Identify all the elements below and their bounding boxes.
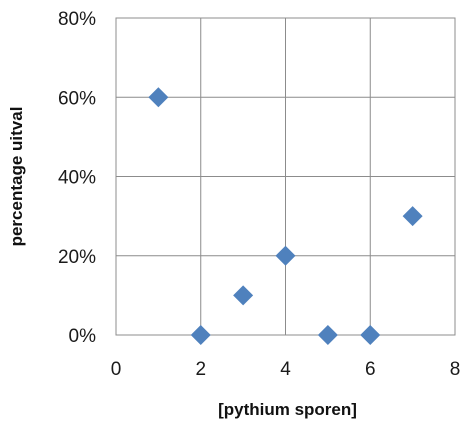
plot-area-border: [115, 17, 456, 336]
gridlines: [115, 17, 456, 336]
x-axis-tick-labels: 0 2 4 6 8: [111, 359, 461, 380]
data-point: [317, 325, 338, 345]
data-point: [360, 325, 381, 345]
x-tick-label: 6: [365, 359, 376, 380]
y-tick-label: 20%: [58, 247, 96, 268]
data-point: [402, 206, 423, 227]
y-axis-title: percentage uitval: [7, 107, 26, 247]
data-point: [148, 87, 169, 108]
y-tick-label: 60%: [58, 88, 96, 109]
x-tick-label: 4: [280, 359, 291, 380]
data-points: [148, 87, 423, 345]
y-tick-label: 0%: [69, 326, 97, 347]
y-tick-label: 40%: [58, 168, 96, 189]
x-tick-label: 8: [450, 359, 461, 380]
x-tick-label: 0: [111, 359, 122, 380]
x-tick-label: 2: [195, 359, 206, 380]
data-point: [275, 245, 296, 266]
data-point: [190, 325, 211, 345]
data-point: [233, 285, 254, 306]
x-axis-title: [pythium sporen]: [218, 400, 357, 419]
y-tick-label: 80%: [58, 9, 96, 30]
y-axis-tick-labels: 0% 20% 40% 60% 80%: [58, 9, 96, 347]
